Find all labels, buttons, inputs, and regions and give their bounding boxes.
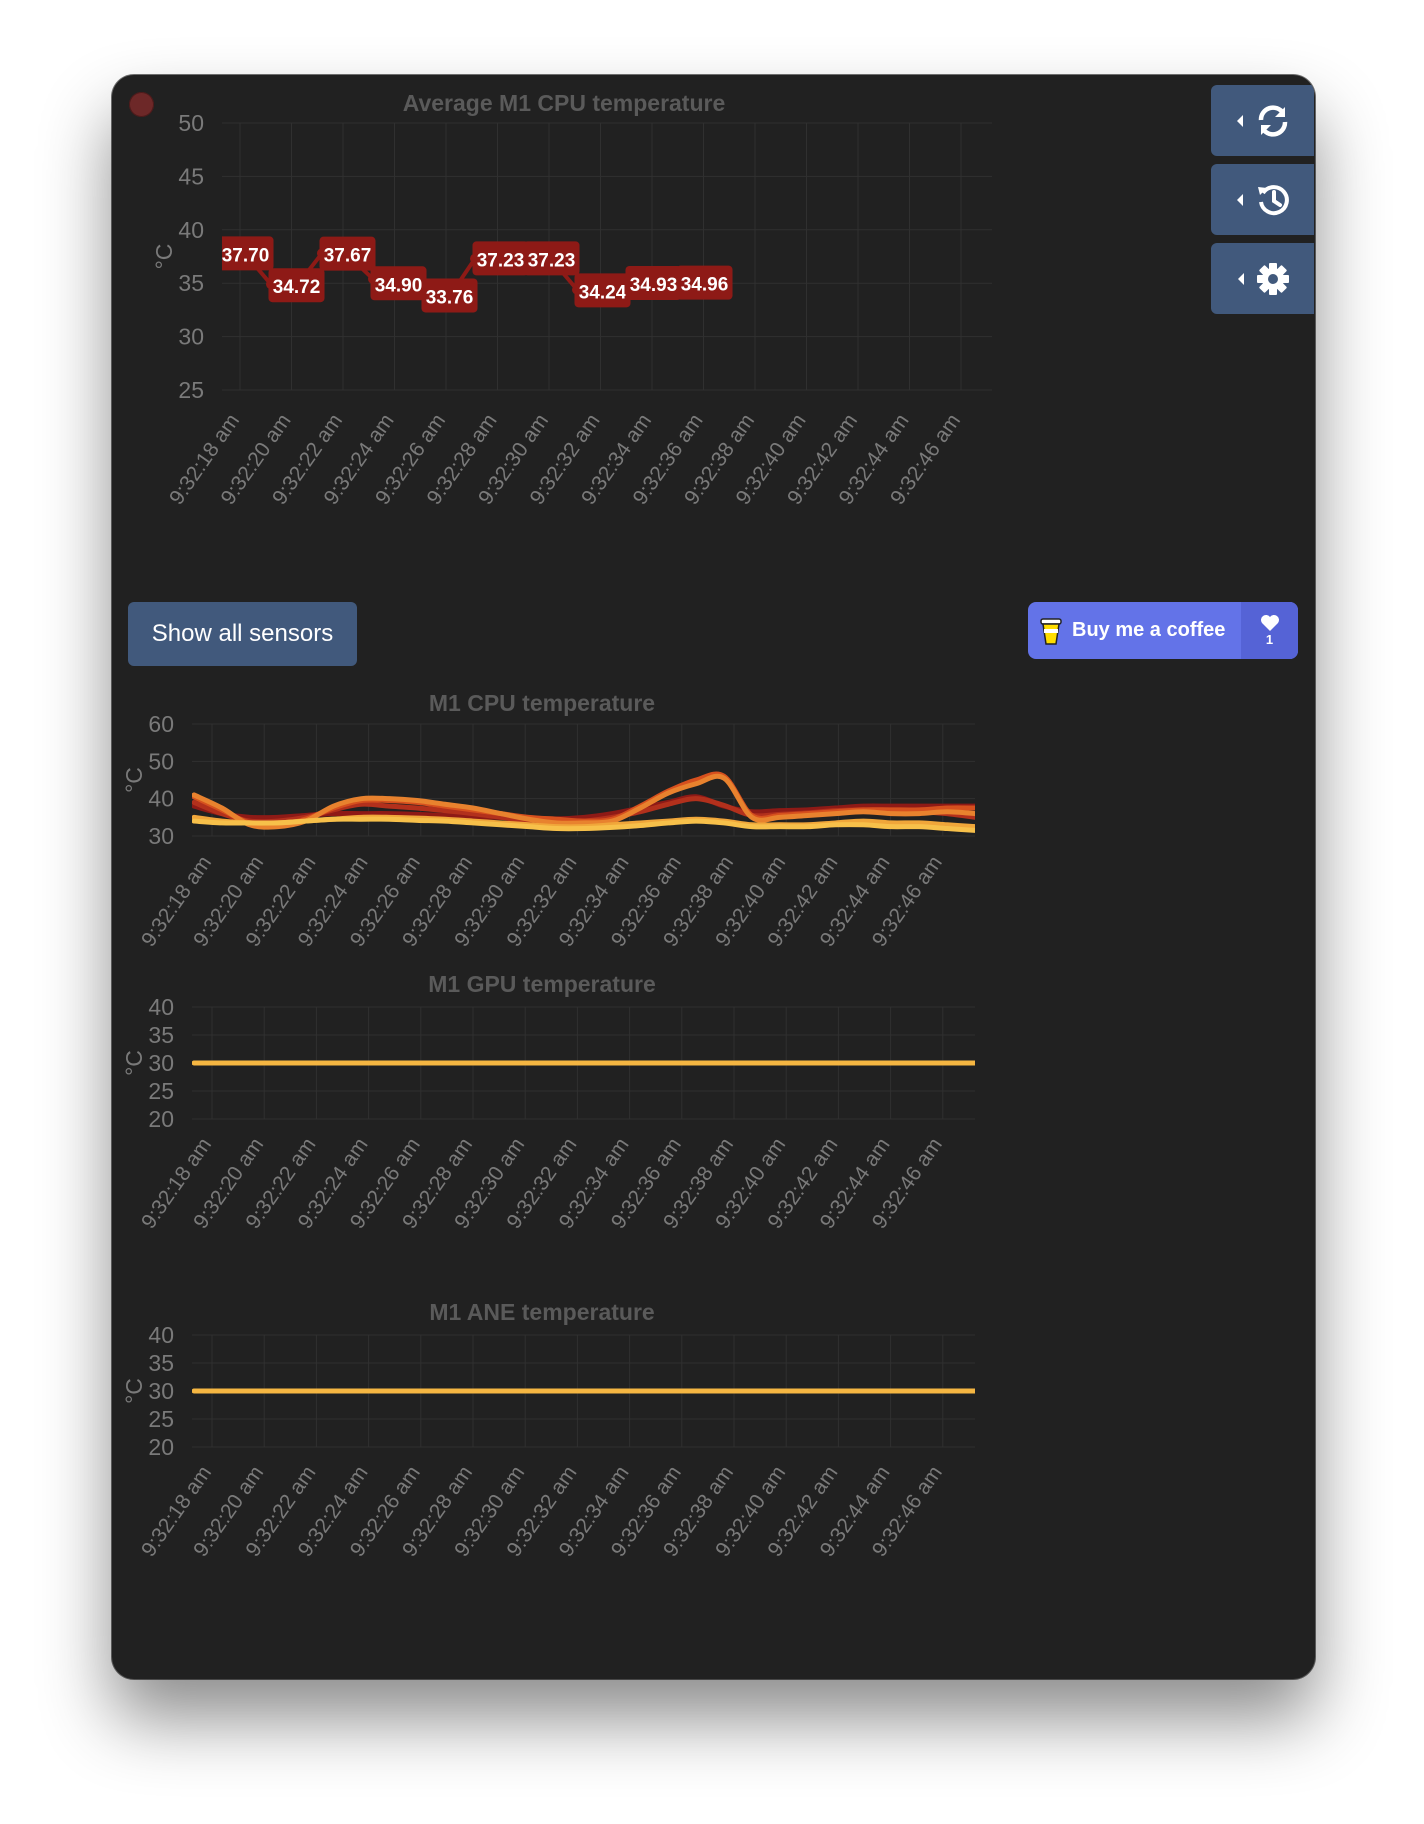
show-all-sensors-button[interactable]: Show all sensors: [128, 602, 357, 666]
chart-title: M1 GPU temperature: [428, 971, 656, 997]
y-tick-label: 40: [178, 217, 204, 243]
y-tick-label: 25: [148, 1078, 174, 1104]
y-tick-label: 50: [178, 110, 204, 136]
y-tick-label: 40: [148, 1322, 174, 1348]
y-tick-label: 35: [148, 1022, 174, 1048]
chart-title: M1 ANE temperature: [429, 1299, 654, 1325]
y-tick-label: 30: [178, 324, 204, 350]
y-tick-label: 60: [148, 711, 174, 737]
average-cpu-temperature-chart: Average M1 CPU temperature °C 50 45 40 35 30 25…: [151, 90, 992, 509]
y-tick-label: 35: [148, 1350, 174, 1376]
y-tick-label: 25: [178, 377, 204, 403]
close-window-button[interactable]: [129, 92, 154, 117]
y-axis-label: °C: [151, 244, 177, 270]
data-label: 37.67: [324, 246, 372, 267]
y-tick-label: 20: [148, 1106, 174, 1132]
history-icon: [1257, 184, 1289, 215]
y-axis-label: °C: [121, 1050, 147, 1076]
data-label-bg: [222, 236, 274, 271]
coffee-cup-icon: [1040, 617, 1062, 645]
y-tick-label: 30: [148, 823, 174, 849]
y-tick-label: 25: [148, 1406, 174, 1432]
coffee-supporters[interactable]: 1: [1241, 602, 1298, 659]
settings-button[interactable]: [1211, 243, 1314, 314]
data-label: 37.23: [528, 250, 576, 271]
y-tick-label: 40: [148, 994, 174, 1020]
data-label: 34.93: [630, 275, 678, 296]
y-tick-label: 30: [148, 1050, 174, 1076]
data-label: 34.90: [375, 275, 423, 296]
data-label-bg: [370, 266, 427, 301]
heart-icon: [1260, 615, 1279, 631]
refresh-button[interactable]: [1211, 85, 1314, 156]
series-line: [192, 773, 975, 830]
y-axis-label: °C: [121, 1378, 147, 1404]
series-line: [192, 816, 975, 833]
coffee-label: Buy me a coffee: [1072, 619, 1226, 641]
data-label-bg: [268, 268, 325, 303]
refresh-icon: [1258, 104, 1287, 137]
data-label: 34.96: [681, 275, 729, 296]
data-label-bg: [676, 265, 733, 300]
data-label: 34.24: [579, 282, 627, 303]
y-tick-label: 40: [148, 786, 174, 812]
chevron-left-icon: [1236, 193, 1243, 206]
data-label-bg: [472, 241, 529, 276]
data-label-bg: [523, 241, 580, 276]
y-tick-label: 45: [178, 163, 204, 189]
gear-icon: [1256, 262, 1289, 295]
data-label: 33.76: [426, 287, 474, 308]
coffee-count: 1: [1265, 632, 1274, 647]
y-axis-label: °C: [121, 767, 147, 793]
data-label-bg: [421, 278, 478, 313]
chevron-left-icon: [1236, 114, 1243, 127]
y-tick-label: 20: [148, 1434, 174, 1460]
y-tick-label: 50: [148, 748, 174, 774]
chevron-left-icon: [1237, 272, 1244, 285]
buy-me-a-coffee-button[interactable]: Buy me a coffee 1: [1028, 602, 1298, 659]
history-button[interactable]: [1211, 164, 1314, 235]
data-label: 34.72: [273, 277, 321, 298]
data-label-bg: [574, 273, 631, 308]
data-label: 37.70: [222, 245, 270, 266]
app-window: Average M1 CPU temperature °C 50 45 40 35 30 25…: [112, 75, 1315, 1679]
data-label-bg: [319, 236, 376, 271]
chart-title: M1 CPU temperature: [429, 690, 655, 716]
chart-title: Average M1 CPU temperature: [403, 90, 726, 116]
y-tick-label: 30: [148, 1378, 174, 1404]
data-label-bg: [625, 265, 682, 300]
plot-area: [192, 771, 975, 833]
y-tick-label: 35: [178, 270, 204, 296]
data-label: 37.23: [477, 250, 525, 271]
